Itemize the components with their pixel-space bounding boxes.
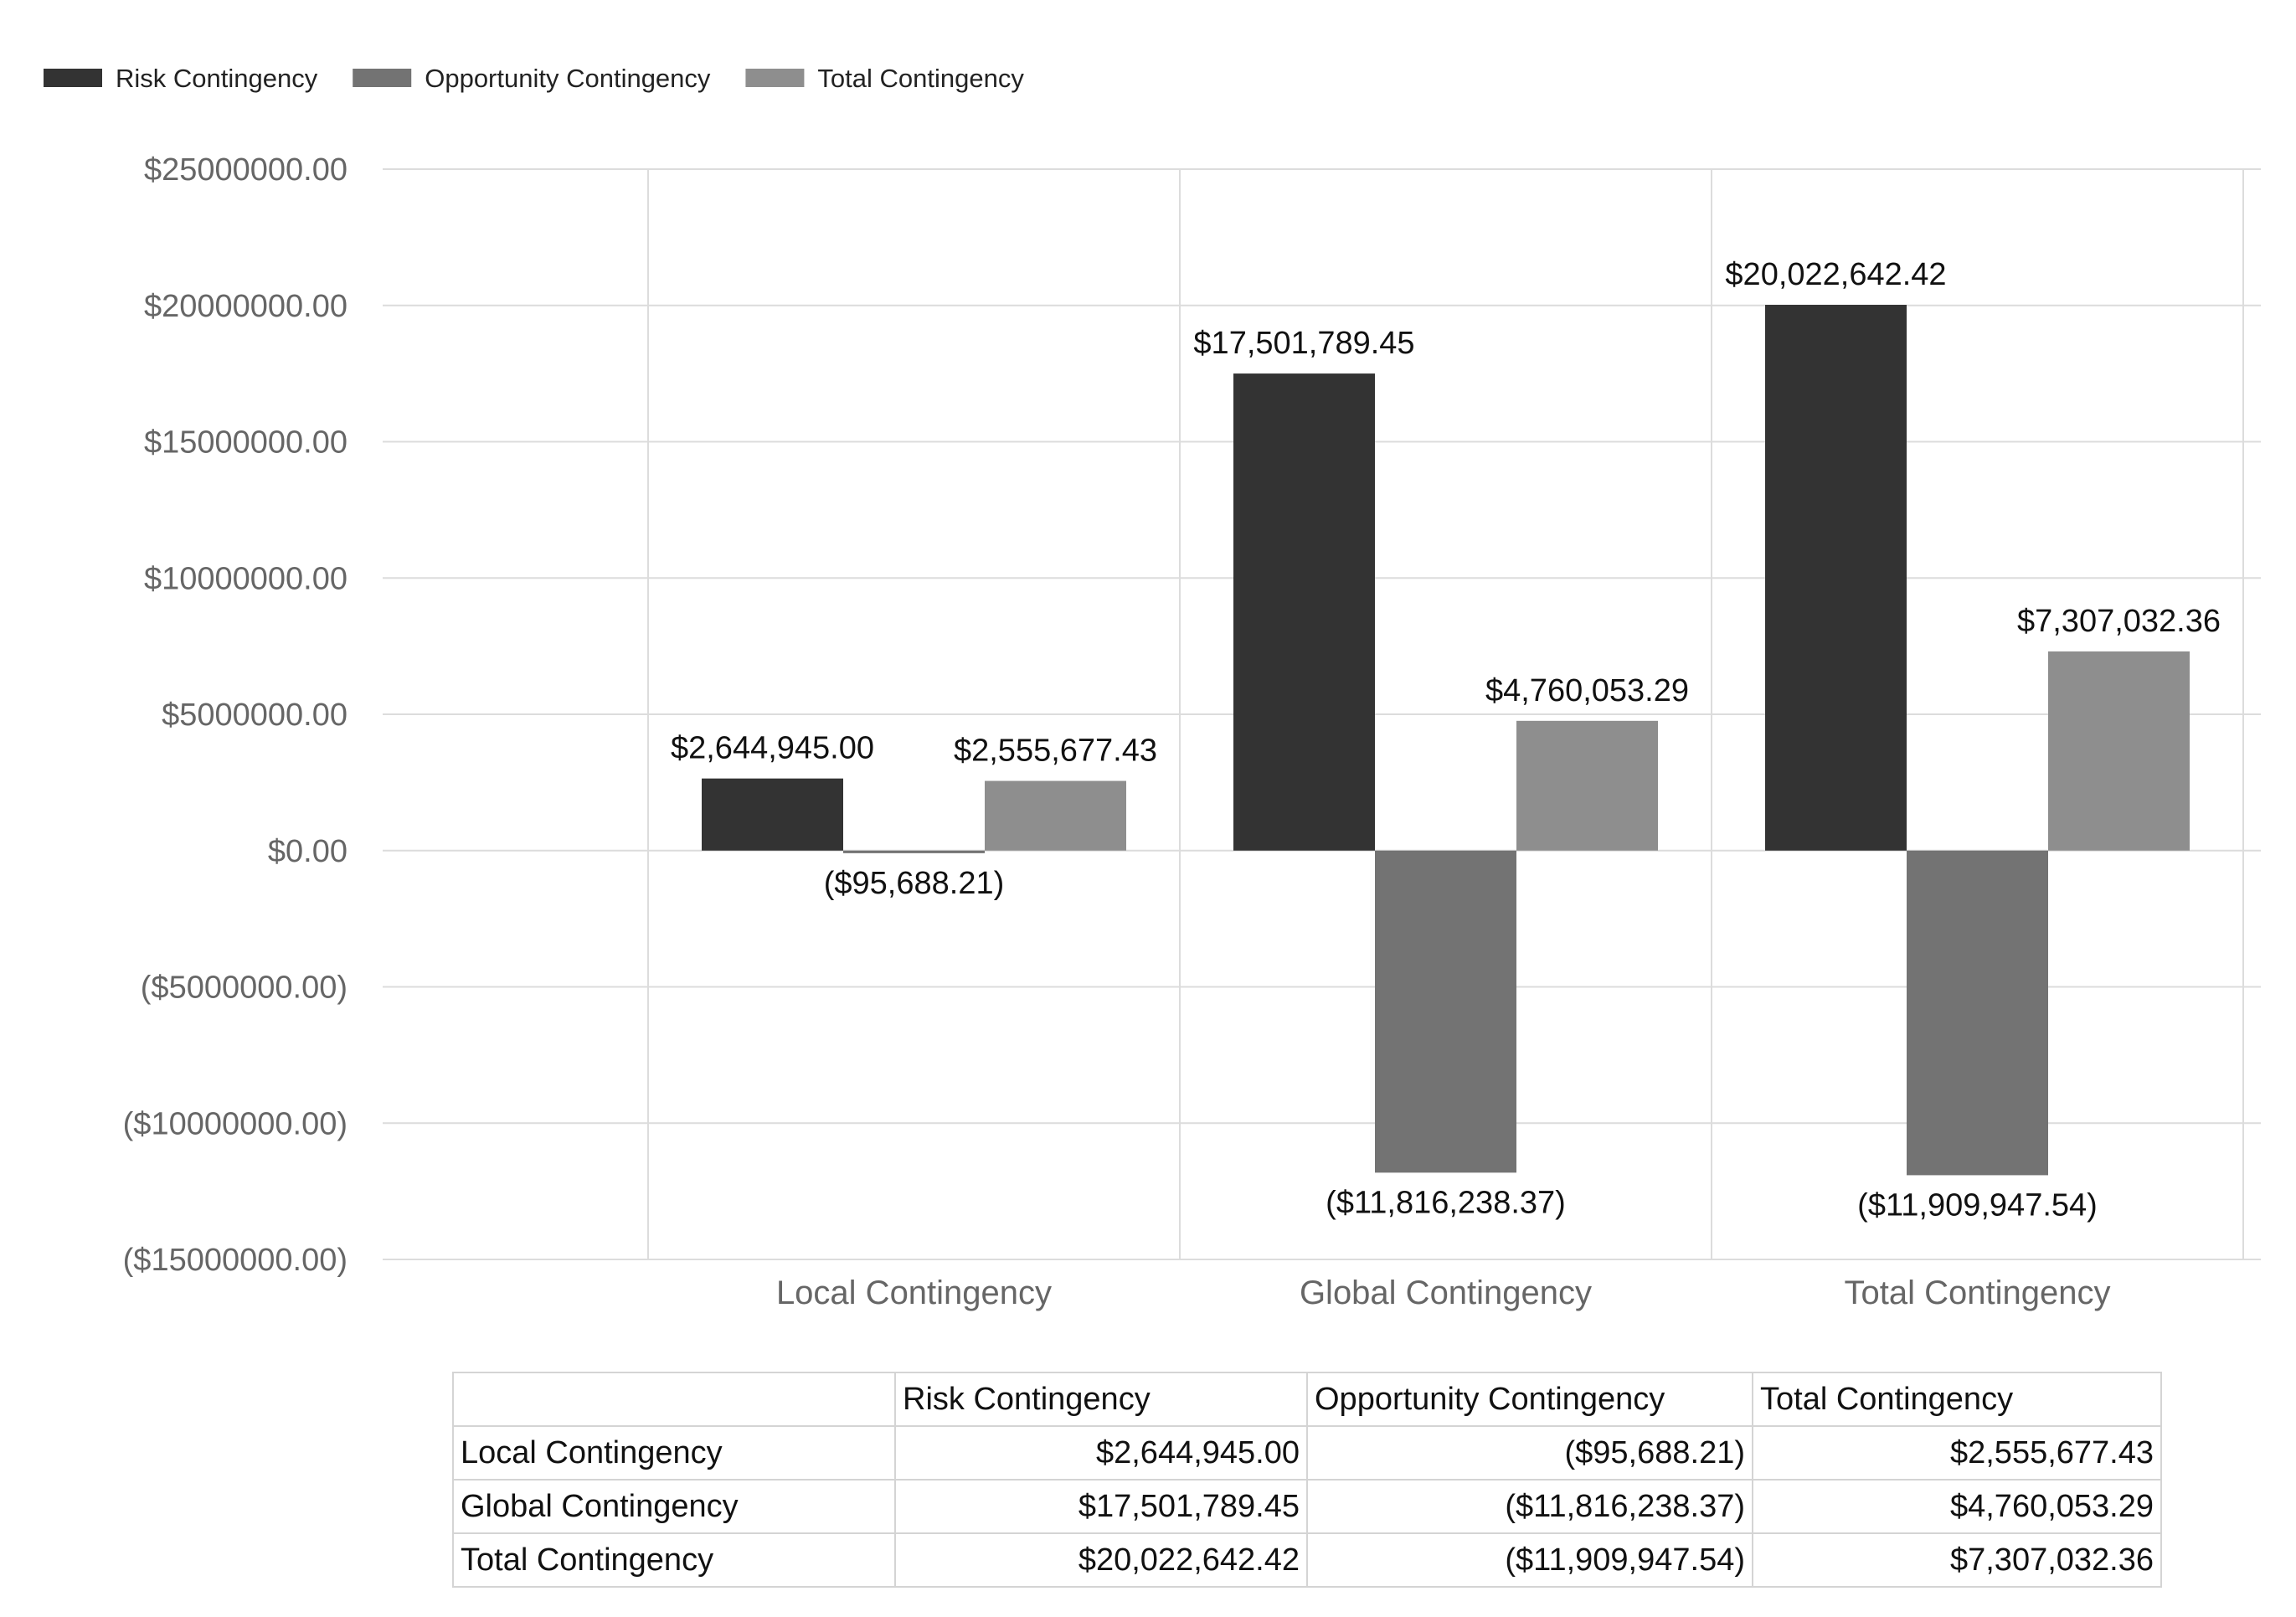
y-tick-label: $20000000.00 [144,289,347,324]
data-label: ($11,816,238.37) [1326,1185,1566,1220]
y-tick-label: $15000000.00 [144,425,347,461]
legend-label: Total Contingency [817,64,1024,93]
x-tick-label: Total Contingency [1845,1275,2111,1311]
table-cell: $4,760,053.29 [1752,1479,2162,1534]
y-tick-label: ($10000000.00) [123,1106,347,1141]
y-tick-label: ($5000000.00) [141,971,347,1006]
bar-risk-contingency [1765,305,1907,851]
x-tick-label: Global Contingency [1300,1275,1592,1311]
table-header-cell: Total Contingency [1752,1372,2162,1427]
data-label: ($11,909,947.54) [1857,1187,2098,1223]
bars [702,305,2190,1176]
data-label: $17,501,789.45 [1193,326,1414,361]
legend-swatch [44,69,102,87]
table-cell: $2,644,945.00 [894,1425,1308,1481]
bar-opportunity-contingency [1907,850,2048,1176]
y-tick-label: $25000000.00 [144,152,347,188]
table-cell: ($11,909,947.54) [1306,1532,1753,1588]
table-header-cell [452,1372,896,1427]
table-cell: ($95,688.21) [1306,1425,1753,1481]
legend: Risk Contingency Opportunity Contingency T… [44,64,1024,93]
table-row-label: Local Contingency [452,1425,896,1481]
bar-total-contingency [1516,720,1658,851]
table-cell: $2,555,677.43 [1752,1425,2162,1481]
data-label: $4,760,053.29 [1485,673,1689,708]
table-row: Global Contingency $17,501,789.45 ($11,8… [452,1479,2162,1534]
table-cell: $7,307,032.36 [1752,1532,2162,1588]
table-row: Total Contingency $20,022,642.42 ($11,90… [452,1532,2162,1588]
table-cell: ($11,816,238.37) [1306,1479,1753,1534]
table-cell: $17,501,789.45 [894,1479,1308,1534]
y-tick-label: $0.00 [268,834,347,869]
legend-label: Opportunity Contingency [425,64,711,93]
legend-swatch [745,69,805,87]
bar-total-contingency [985,780,1126,851]
table-header-cell: Risk Contingency [894,1372,1308,1427]
table-row: Local Contingency $2,644,945.00 ($95,688… [452,1425,2162,1481]
y-tick-label: $5000000.00 [162,698,347,733]
bar-risk-contingency [1233,373,1375,851]
data-labels: $2,644,945.00 $17,501,789.45 $20,022,642.4… [671,257,2221,1223]
y-tick-label: ($15000000.00) [123,1243,347,1278]
bar-total-contingency [2048,651,2190,851]
legend-label: Risk Contingency [116,64,318,93]
table-header-cell: Opportunity Contingency [1306,1372,1753,1427]
table-row-label: Total Contingency [452,1532,896,1588]
y-tick-label: $10000000.00 [144,561,347,596]
x-tick-label: Local Contingency [776,1275,1052,1311]
data-label: $2,555,677.43 [954,734,1157,769]
table-cell: $20,022,642.42 [894,1532,1308,1588]
data-label: ($95,688.21) [824,866,1005,901]
table-row-label: Global Contingency [452,1479,896,1534]
data-label: $20,022,642.42 [1725,257,1946,292]
axis-labels: $25000000.00 $20000000.00 $15000000.00 $100… [123,152,2111,1311]
contingency-bar-chart: Risk Contingency Opportunity Contingency T… [44,64,2261,1311]
bar-risk-contingency [702,778,843,851]
data-label: $2,644,945.00 [671,731,874,766]
bar-opportunity-contingency [1375,850,1516,1173]
data-label: $7,307,032.36 [2017,604,2221,639]
legend-swatch [353,69,412,87]
data-table: Risk Contingency Opportunity Contingency… [452,1372,2162,1588]
bar-opportunity-contingency [843,850,985,853]
table-header-row: Risk Contingency Opportunity Contingency… [452,1372,2162,1427]
